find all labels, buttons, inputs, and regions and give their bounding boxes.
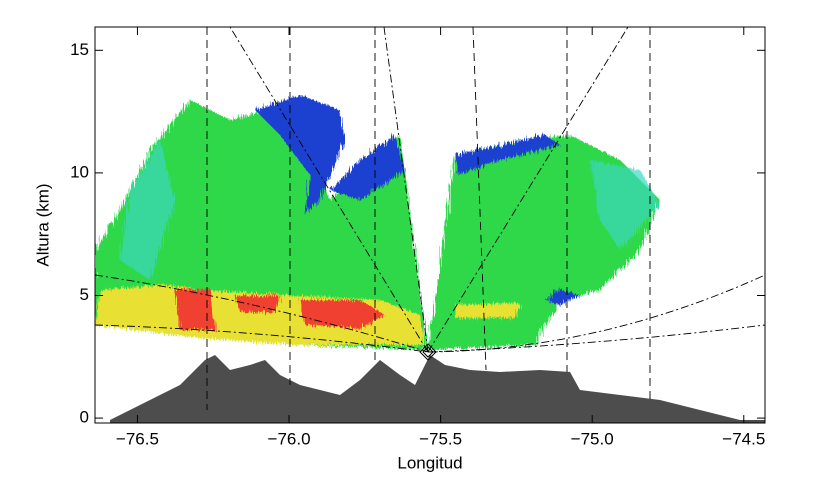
x-tick-label: −76.0 bbox=[268, 429, 311, 448]
y-tick-label: 0 bbox=[80, 408, 89, 427]
echo-cyan bbox=[120, 140, 175, 280]
plot-frame bbox=[94, 26, 766, 424]
guide-lines bbox=[94, 26, 766, 410]
x-axis-label: Longitud bbox=[397, 453, 462, 472]
y-tick-label: 10 bbox=[70, 162, 89, 181]
x-tick-label: −74.5 bbox=[722, 429, 765, 448]
x-tick-label: −75.0 bbox=[571, 429, 614, 448]
echo-yellow-right bbox=[455, 303, 520, 318]
x-tick-label: −75.5 bbox=[419, 429, 462, 448]
x-tick-label: −76.5 bbox=[116, 429, 159, 448]
echo-field bbox=[95, 95, 660, 350]
echo-blue bbox=[255, 95, 405, 215]
terrain bbox=[110, 355, 765, 423]
y-tick-label: 15 bbox=[70, 40, 89, 59]
y-tick-label: 5 bbox=[80, 285, 89, 304]
echo-red bbox=[175, 288, 385, 330]
echo-cyan-right bbox=[590, 160, 660, 250]
y-axis-label: Altura (km) bbox=[33, 183, 52, 266]
